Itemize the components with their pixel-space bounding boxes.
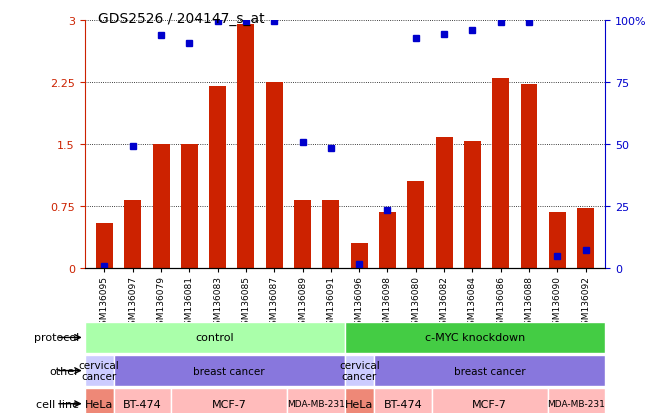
Text: c-MYC knockdown: c-MYC knockdown (425, 332, 525, 343)
Bar (113, 355, 345, 386)
Bar (432, 388, 547, 413)
Bar (287, 388, 345, 413)
Text: other: other (49, 366, 79, 376)
Text: HeLa: HeLa (85, 399, 113, 409)
Text: MDA-MB-231: MDA-MB-231 (547, 399, 605, 408)
Bar (492, 78, 509, 268)
Text: MDA-MB-231: MDA-MB-231 (287, 399, 345, 408)
Bar (124, 201, 141, 268)
Text: breast cancer: breast cancer (454, 366, 525, 376)
Bar (345, 355, 374, 386)
Text: breast cancer: breast cancer (193, 366, 265, 376)
Bar (521, 85, 538, 268)
Bar (96, 223, 113, 268)
Bar (181, 145, 198, 268)
Bar (379, 212, 396, 268)
Text: cell line: cell line (36, 399, 79, 409)
Bar (351, 244, 368, 268)
Bar (294, 201, 311, 268)
Text: protocol: protocol (34, 332, 79, 343)
Bar (464, 142, 481, 268)
Text: cervical
cancer: cervical cancer (79, 360, 120, 382)
Text: MCF-7: MCF-7 (212, 399, 247, 409)
Text: cervical
cancer: cervical cancer (339, 360, 380, 382)
Bar (85, 355, 113, 386)
Bar (345, 322, 605, 353)
Bar (374, 388, 432, 413)
Text: HeLa: HeLa (345, 399, 374, 409)
Bar (436, 138, 452, 268)
Bar (345, 388, 374, 413)
Text: BT-474: BT-474 (383, 399, 422, 409)
Bar (238, 25, 255, 268)
Bar (85, 388, 113, 413)
Bar (152, 145, 169, 268)
Bar (408, 182, 424, 268)
Bar (209, 87, 226, 268)
Bar (577, 209, 594, 268)
Bar (85, 322, 345, 353)
Bar (322, 201, 339, 268)
Text: MCF-7: MCF-7 (472, 399, 507, 409)
Text: BT-474: BT-474 (123, 399, 162, 409)
Bar (171, 388, 287, 413)
Bar (113, 388, 171, 413)
Bar (374, 355, 605, 386)
Text: GDS2526 / 204147_s_at: GDS2526 / 204147_s_at (98, 12, 264, 26)
Bar (549, 212, 566, 268)
Text: control: control (195, 332, 234, 343)
Bar (547, 388, 605, 413)
Bar (266, 83, 283, 268)
